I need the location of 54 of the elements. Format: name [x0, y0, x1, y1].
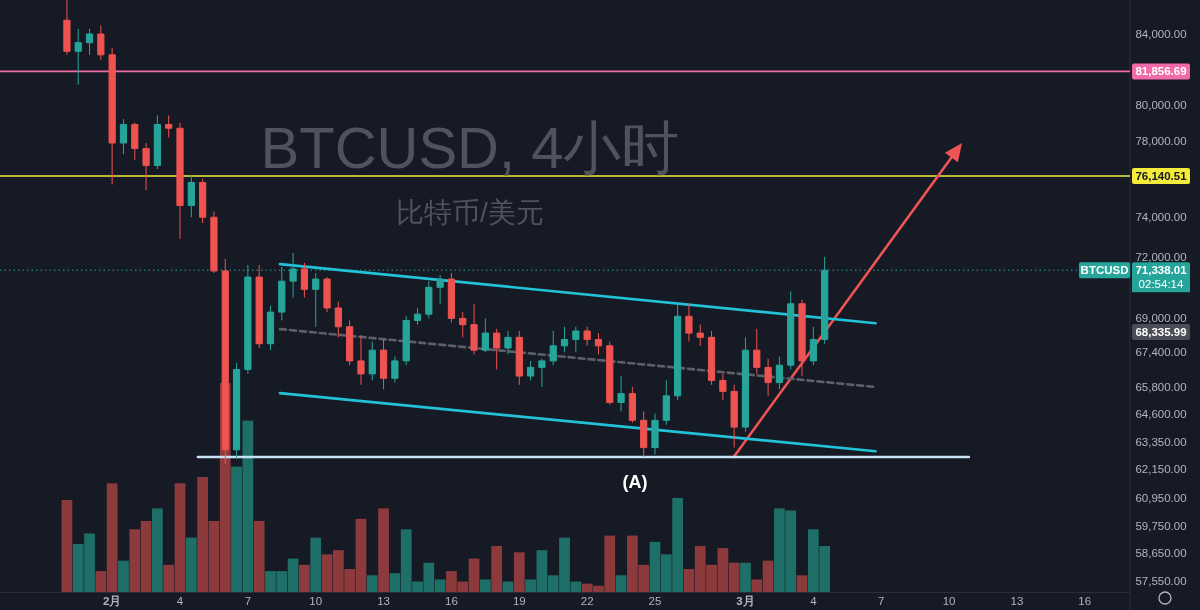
text: BTCUSD, 4小时: [260, 115, 680, 180]
x-tick-label: 19: [512, 595, 526, 607]
text: 02:54:14: [1138, 278, 1184, 291]
x-tick-label: 10: [942, 595, 956, 607]
bar: [513, 552, 525, 592]
y-tick-label: 63,350.00: [1135, 435, 1187, 448]
bar: [61, 500, 73, 592]
text: 68,335.99: [1135, 326, 1187, 338]
y-tick-label: 64,600.00: [1135, 407, 1187, 420]
bar: [152, 508, 163, 592]
annotation: BTCUSD: [1080, 264, 1129, 277]
bar: [796, 575, 808, 592]
bar: [378, 508, 389, 592]
bar: [615, 575, 627, 592]
x-tick-label: 4: [810, 595, 818, 607]
y-tick-label: 65,800.00: [1135, 381, 1187, 393]
y-tick-label: 57,550.00: [1135, 574, 1187, 587]
x-tick-label: 7: [877, 595, 885, 607]
y-tick-label: 59,750.00: [1135, 520, 1187, 533]
x-tick-label: 13: [377, 595, 390, 607]
x-tick-label: 13: [1010, 595, 1024, 607]
bar: [253, 520, 265, 592]
y-tick-label: 84,000.00: [1135, 28, 1187, 41]
bar: [299, 564, 310, 592]
x-tick-label: 25: [648, 595, 662, 607]
bar: [479, 579, 491, 592]
annotation: (A): [622, 472, 648, 492]
y-tick-label: 74,000.00: [1135, 211, 1187, 224]
bar: [740, 562, 751, 592]
x-tick-label: 16: [445, 595, 458, 607]
x-tick-label: 16: [1078, 595, 1092, 607]
x-tick-label: 3月: [736, 595, 755, 607]
ref-line-label: 71,338.01: [1135, 264, 1188, 277]
x-tick-label: 4: [176, 595, 184, 607]
y-tick-label: 67,400.00: [1135, 346, 1187, 359]
bar: [491, 546, 503, 592]
y-tick-label: 80,000.00: [1135, 98, 1187, 111]
y-tick-label: 60,950.00: [1135, 491, 1187, 504]
y-tick-label: 58,650.00: [1135, 547, 1187, 560]
bar: [310, 537, 322, 592]
y-tick-label: 69,000.00: [1135, 312, 1187, 325]
ref-line-label: 81,856.69: [1135, 65, 1187, 78]
text: 比特币/美元: [396, 197, 544, 228]
bar: [185, 537, 197, 592]
bar: [366, 575, 378, 592]
y-tick-label: 78,000.00: [1135, 135, 1187, 148]
bar: [118, 560, 129, 592]
x-tick-label: 2月: [102, 595, 122, 607]
x-tick-label: 22: [580, 595, 594, 607]
x-tick-label: 10: [309, 595, 323, 607]
y-tick-label: 62,150.00: [1135, 463, 1187, 476]
y-tick-label: 72,000.00: [1135, 250, 1187, 263]
x-tick-label: 7: [244, 595, 252, 607]
ref-line-label: 76,140.51: [1135, 170, 1188, 183]
